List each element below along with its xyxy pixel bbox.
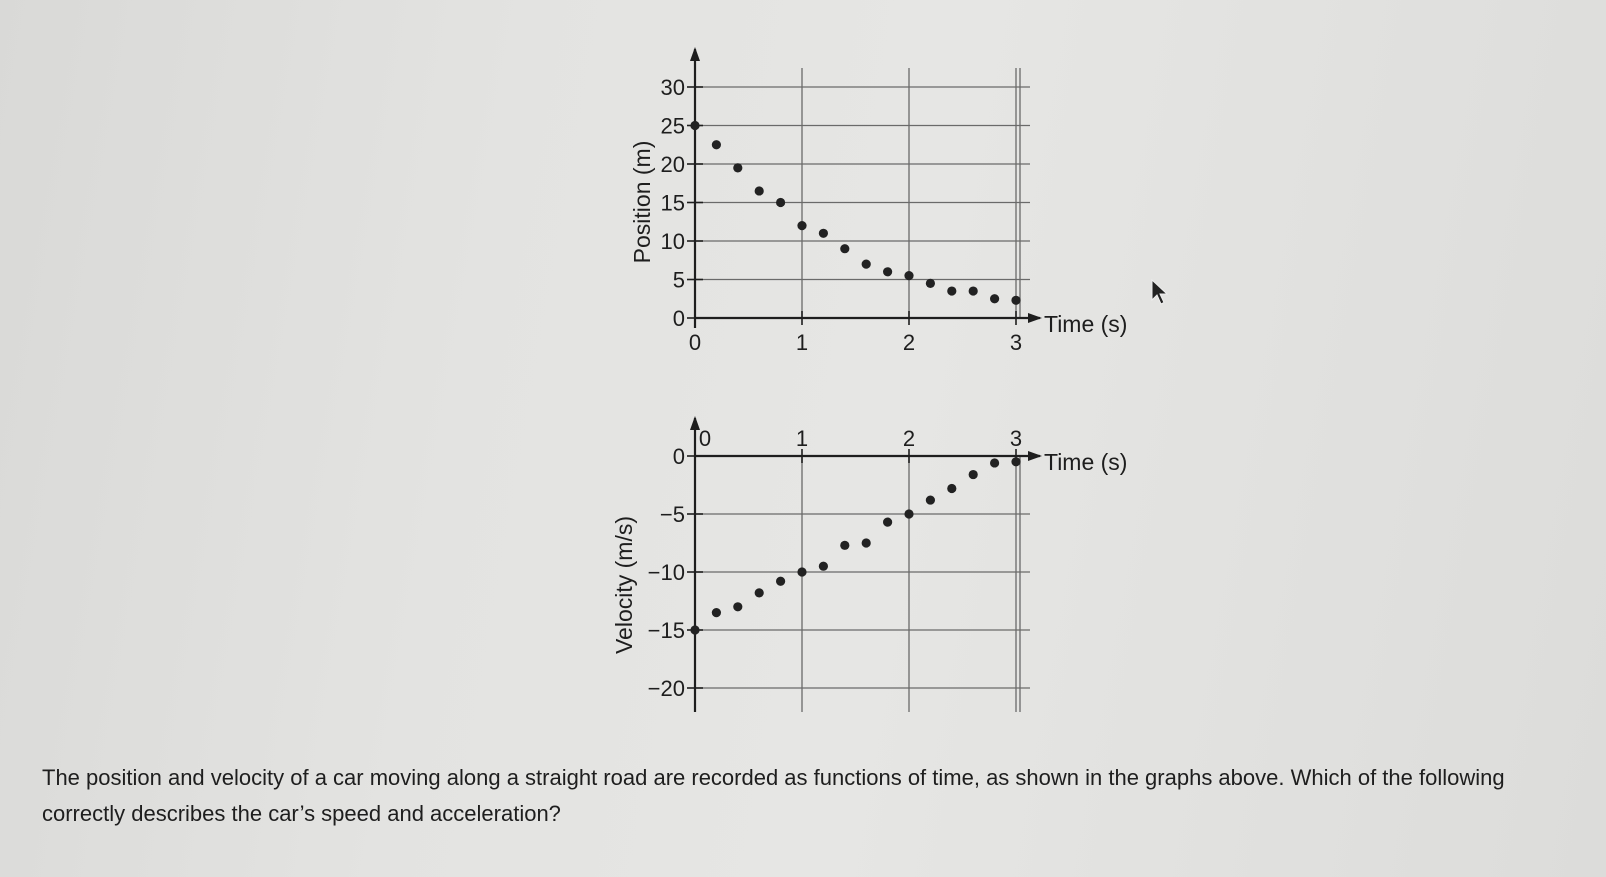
position-data-point [990, 294, 1000, 304]
position-grid [695, 68, 1030, 319]
position-x-tick-label: 2 [903, 330, 915, 355]
position-data-point [733, 163, 743, 173]
position-data-point [776, 197, 786, 208]
position-chart: 0 5 10 15 20 25 30 0 1 2 3 Position (m) Time (s) [629, 47, 1127, 355]
position-x-tick-label: 1 [796, 330, 808, 355]
position-y-axis-arrow-icon [690, 47, 700, 61]
velocity-data-point [840, 540, 850, 550]
position-data-point [861, 259, 871, 269]
velocity-ticks: 0 −5 −10 −15 −20 0 1 2 3 [648, 426, 1022, 701]
velocity-data-point [990, 458, 1000, 468]
velocity-y-tick-label: 0 [673, 444, 685, 469]
position-points [690, 120, 1021, 305]
velocity-y-tick-label: −15 [648, 618, 685, 643]
position-data-point [904, 271, 914, 281]
velocity-data-point [776, 576, 786, 586]
question-text: The position and velocity of a car movin… [42, 765, 1505, 826]
position-y-tick-label: 25 [661, 114, 685, 139]
position-y-tick-label: 30 [661, 75, 685, 100]
position-y-axis-title: Position (m) [629, 141, 655, 264]
position-data-point [947, 286, 957, 296]
position-x-axis-arrow-icon [1028, 313, 1042, 323]
velocity-data-point [797, 567, 807, 577]
position-data-point [1011, 295, 1021, 305]
velocity-chart: 0 −5 −10 −15 −20 0 1 2 3 Velocity (m/s) Time (s) [611, 416, 1127, 712]
position-data-point [690, 120, 700, 131]
position-x-tick-label: 0 [689, 330, 701, 355]
velocity-data-point [883, 517, 893, 527]
position-y-tick-label: 20 [661, 152, 685, 177]
position-x-axis-title: Time (s) [1044, 311, 1127, 337]
position-ticks: 0 5 10 15 20 25 30 0 1 2 3 [661, 75, 1023, 355]
velocity-grid [695, 455, 1030, 712]
velocity-data-point [904, 509, 914, 519]
position-data-point [883, 267, 893, 277]
velocity-points [690, 457, 1021, 635]
mouse-pointer-icon [1151, 278, 1169, 305]
velocity-y-axis-arrow-icon [690, 416, 700, 430]
velocity-x-tick-label: 2 [903, 426, 915, 451]
velocity-data-point [968, 469, 978, 480]
position-data-point [968, 286, 978, 296]
velocity-y-axis-title: Velocity (m/s) [611, 516, 637, 654]
position-data-point [818, 228, 829, 238]
velocity-data-point [690, 625, 700, 635]
velocity-x-tick-label: 1 [796, 426, 808, 451]
velocity-x-tick-label: 0 [699, 426, 711, 451]
velocity-data-point [925, 495, 936, 505]
position-data-point [797, 221, 807, 231]
velocity-data-point [1011, 457, 1021, 467]
position-y-tick-label: 5 [673, 268, 685, 293]
position-y-tick-label: 0 [673, 306, 685, 331]
velocity-data-point [733, 602, 743, 612]
velocity-data-point [754, 588, 764, 598]
velocity-data-point [861, 538, 871, 548]
velocity-axes [690, 416, 1042, 712]
velocity-x-tick-label: 3 [1010, 426, 1022, 451]
position-data-point [925, 278, 936, 288]
velocity-y-tick-label: −5 [660, 502, 685, 527]
position-y-tick-label: 15 [661, 191, 685, 216]
velocity-data-point [947, 483, 957, 494]
position-x-tick-label: 3 [1010, 330, 1022, 355]
position-data-point [711, 140, 722, 150]
position-data-point [754, 186, 764, 196]
position-axes [690, 47, 1042, 328]
velocity-x-axis-arrow-icon [1028, 451, 1042, 461]
velocity-y-tick-label: −10 [648, 560, 685, 585]
velocity-data-point [818, 561, 829, 571]
velocity-y-tick-label: −20 [648, 676, 685, 701]
velocity-x-axis-title: Time (s) [1044, 449, 1127, 475]
position-data-point [840, 244, 850, 254]
velocity-data-point [711, 608, 722, 618]
position-y-tick-label: 10 [661, 229, 685, 254]
